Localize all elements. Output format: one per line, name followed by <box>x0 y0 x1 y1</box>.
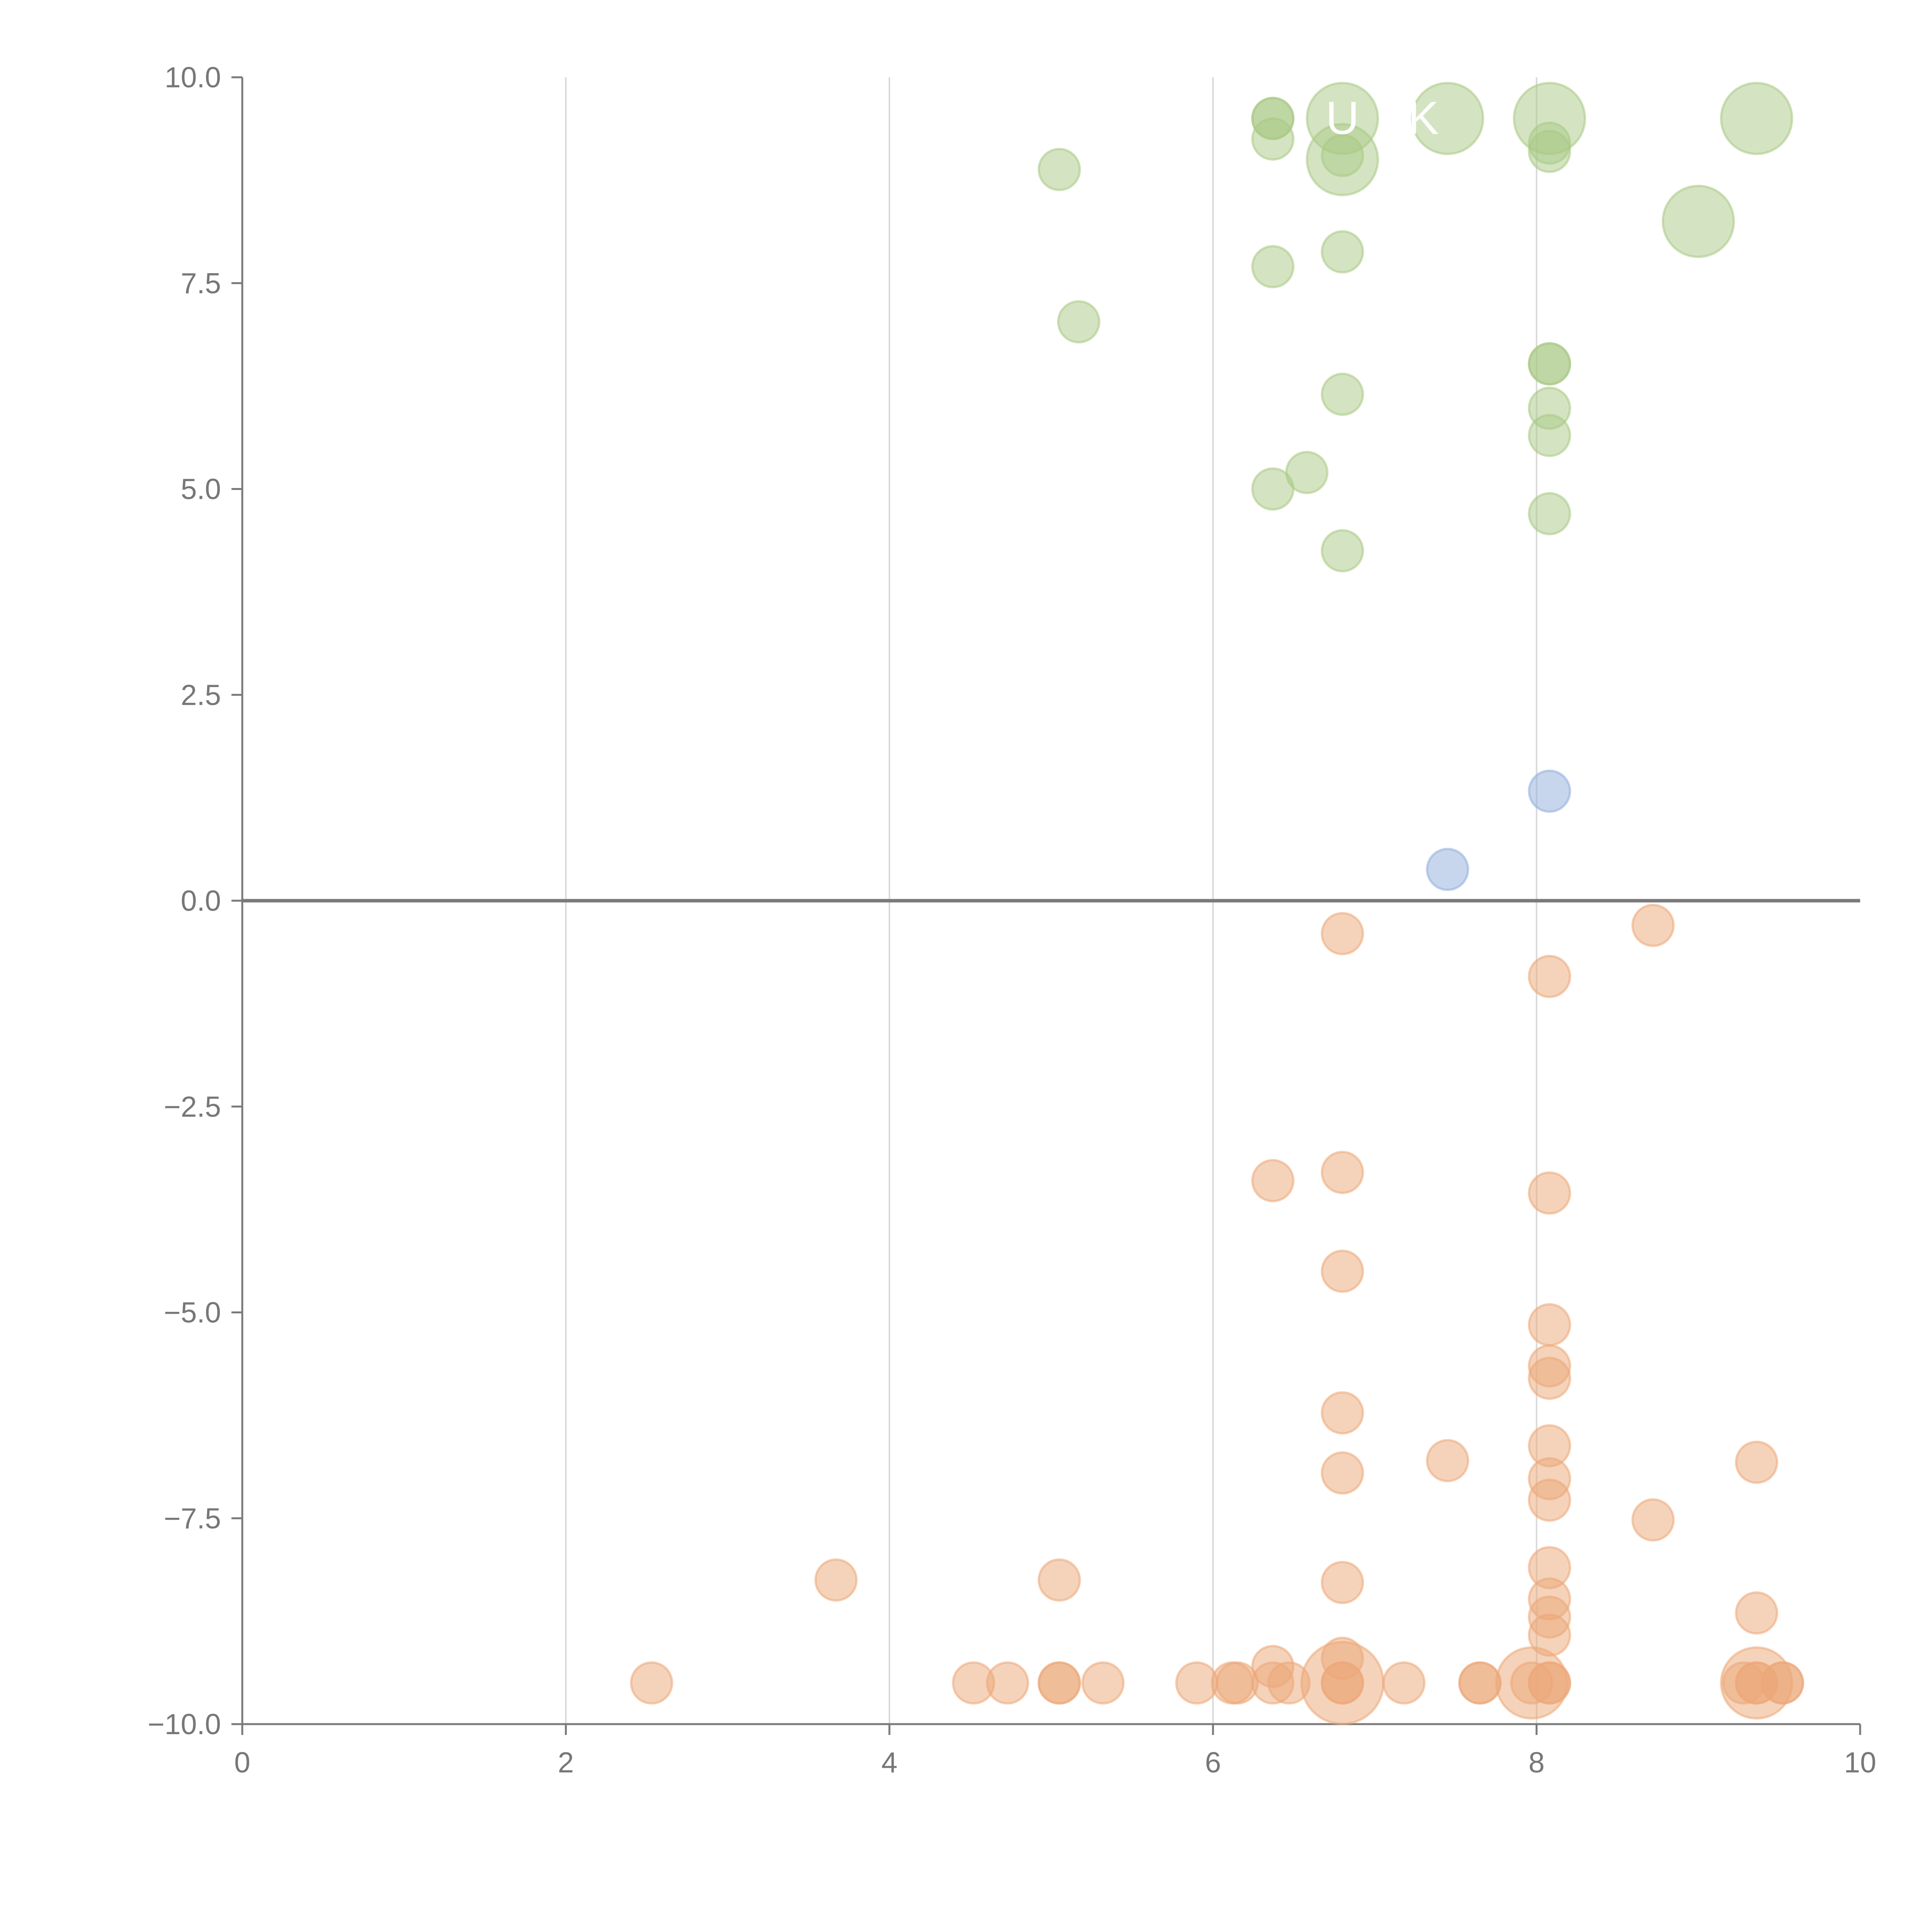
positive-point <box>1251 117 1295 161</box>
neutral-point <box>1528 769 1571 813</box>
negative-point <box>1735 1591 1779 1635</box>
x-tick-label: 2 <box>558 1746 574 1779</box>
positive-point <box>1411 82 1485 155</box>
negative-point <box>1321 1391 1364 1435</box>
negative-point <box>1426 1439 1469 1483</box>
x-tick-label: 0 <box>234 1746 250 1779</box>
negative-point <box>814 1558 858 1602</box>
negative-point <box>1528 1478 1571 1522</box>
negative-point <box>1321 1151 1364 1194</box>
positive-point <box>1528 492 1571 536</box>
negative-point <box>1321 1661 1364 1705</box>
positive-point <box>1720 82 1793 155</box>
positive-point <box>1251 467 1295 511</box>
y-tick-label: −2.5 <box>164 1090 221 1123</box>
positive-point <box>1321 372 1364 416</box>
x-tick-label: 4 <box>881 1746 898 1779</box>
negative-point <box>1631 903 1675 947</box>
x-tick-label: 8 <box>1529 1746 1545 1779</box>
negative-point <box>1458 1661 1502 1705</box>
negative-point <box>1735 1440 1779 1484</box>
positive-point <box>1057 300 1100 344</box>
negative-point <box>1037 1558 1081 1602</box>
negative-point <box>1528 1661 1571 1705</box>
negative-point <box>1528 955 1571 998</box>
negative-point <box>1251 1159 1295 1202</box>
negative-point <box>1528 1171 1571 1215</box>
positive-point <box>1662 185 1735 258</box>
x-tick-label: 6 <box>1205 1746 1221 1779</box>
y-tick-label: 10.0 <box>165 61 221 94</box>
y-tick-label: 0.0 <box>181 884 221 917</box>
positive-point <box>1321 134 1364 177</box>
y-tick-label: −5.0 <box>164 1296 221 1329</box>
y-tick-label: 2.5 <box>181 679 221 711</box>
y-tick-label: −7.5 <box>164 1502 221 1534</box>
negative-point <box>986 1661 1029 1705</box>
y-tick-label: 5.0 <box>181 473 221 505</box>
neutral-point <box>1426 848 1469 891</box>
negative-point <box>1321 912 1364 956</box>
y-tick-label: 7.5 <box>181 267 221 299</box>
axes-layer: 10.0 7.5 5.0 2.5 0.0 −2.5 −5.0 −7.5 −10.0 0 2 4 6 8 10 <box>148 61 1876 1779</box>
negative-point <box>1321 1249 1364 1293</box>
bubble-annotation: K <box>1408 92 1439 144</box>
negative-point <box>1761 1661 1804 1705</box>
negative-point <box>1081 1661 1125 1705</box>
positive-point <box>1528 413 1571 457</box>
negative-point <box>1631 1498 1675 1542</box>
positive-point <box>1528 129 1571 173</box>
positive-point <box>1321 529 1364 573</box>
x-tick-label: 10 <box>1844 1746 1876 1779</box>
positive-point <box>1037 148 1081 191</box>
positive-point <box>1528 342 1571 386</box>
negative-point <box>1037 1661 1081 1705</box>
negative-point <box>1528 1356 1571 1400</box>
negative-point <box>630 1661 673 1705</box>
negative-point <box>1321 1561 1364 1604</box>
positive-point <box>1321 230 1364 274</box>
positive-point <box>1251 245 1295 289</box>
y-tick-label: −10.0 <box>148 1708 221 1740</box>
negative-point <box>1321 1451 1364 1495</box>
negative-point <box>1528 1303 1571 1347</box>
bubble-annotation: U <box>1326 92 1359 144</box>
negative-point <box>1382 1661 1426 1705</box>
points-layer <box>630 82 1804 1725</box>
